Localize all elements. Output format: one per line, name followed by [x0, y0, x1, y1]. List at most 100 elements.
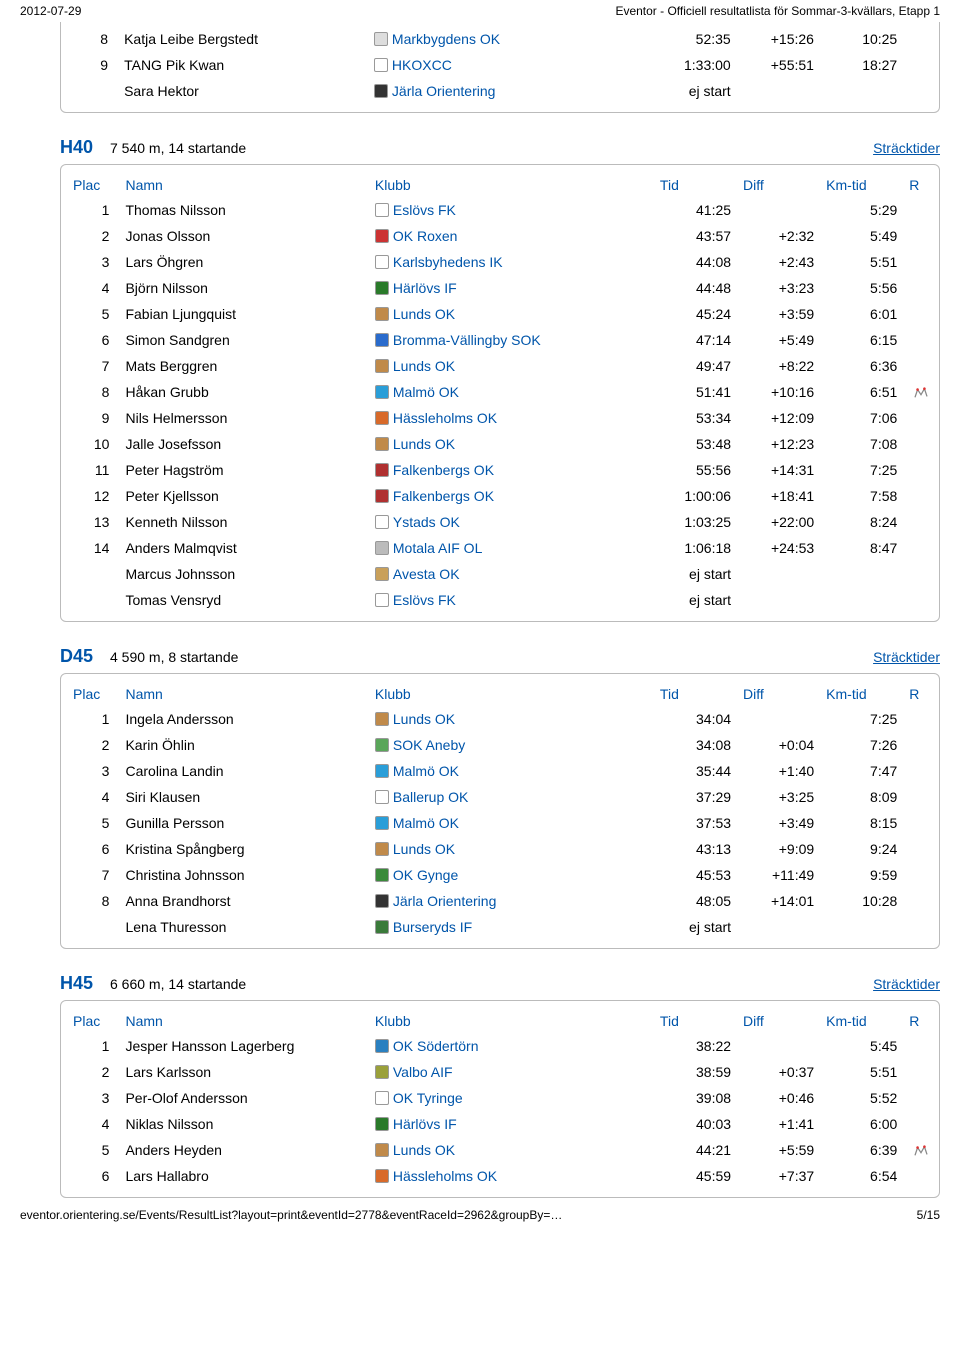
cell-plac: 2 [61, 223, 119, 249]
club-link[interactable]: Burseryds IF [393, 919, 472, 935]
club-link[interactable]: Malmö OK [393, 763, 459, 779]
cell-km: 5:56 [820, 275, 903, 301]
club-link[interactable]: OK Gynge [393, 867, 458, 883]
club-link[interactable]: Markbygdens OK [392, 31, 500, 47]
cell-diff: +0:37 [737, 1059, 820, 1085]
cell-club: SOK Aneby [369, 732, 654, 758]
cell-plac: 1 [61, 706, 119, 732]
cell-plac: 9 [61, 52, 118, 78]
club-link[interactable]: Järla Orientering [392, 83, 496, 99]
class-info: 7 540 m, 14 startande [110, 140, 873, 156]
club-link[interactable]: Härlövs IF [393, 280, 457, 296]
class-header: D454 590 m, 8 startandeSträcktider [20, 640, 940, 673]
club-link[interactable]: Härlövs IF [393, 1116, 457, 1132]
cell-r [903, 327, 939, 353]
map-link[interactable] [914, 1142, 928, 1158]
club-link[interactable]: Malmö OK [393, 815, 459, 831]
club-logo-icon [375, 255, 389, 269]
cell-km: 7:25 [820, 457, 903, 483]
split-times-link[interactable]: Sträcktider [873, 649, 940, 665]
club-link[interactable]: OK Roxen [393, 228, 458, 244]
club-link[interactable]: Lunds OK [393, 358, 455, 374]
cell-diff: +5:59 [737, 1137, 820, 1163]
club-link[interactable]: Eslövs FK [393, 202, 456, 218]
club-link[interactable]: Lunds OK [393, 436, 455, 452]
club-link[interactable]: Bromma-Vällingby SOK [393, 332, 541, 348]
cell-r [903, 1085, 939, 1111]
cell-name: Lars Karlsson [119, 1059, 368, 1085]
class-info: 4 590 m, 8 startande [110, 649, 873, 665]
cell-r [903, 353, 939, 379]
cell-r [903, 914, 939, 940]
cell-club: Lunds OK [369, 706, 654, 732]
cell-tid: 37:53 [654, 810, 737, 836]
cell-diff: +22:00 [737, 509, 820, 535]
cell-tid: 38:22 [654, 1033, 737, 1059]
club-link[interactable]: HKOXCC [392, 57, 452, 73]
club-link[interactable]: OK Tyringe [393, 1090, 463, 1106]
cell-diff: +24:53 [737, 535, 820, 561]
club-link[interactable]: Hässleholms OK [393, 1168, 497, 1184]
result-row: 5Fabian LjungquistLunds OK45:24+3:596:01 [61, 301, 939, 327]
cell-r [903, 561, 939, 587]
cell-club: Eslövs FK [369, 587, 654, 613]
result-row: 4Siri KlausenBallerup OK37:29+3:258:09 [61, 784, 939, 810]
results-box: PlacNamnKlubbTidDiffKm-tidR1Thomas Nilss… [60, 164, 940, 622]
result-row: 9TANG Pik KwanHKOXCC1:33:00+55:5118:27 [61, 52, 939, 78]
club-link[interactable]: Lunds OK [393, 841, 455, 857]
cell-r [903, 78, 939, 104]
cell-km: 5:52 [820, 1085, 903, 1111]
cell-km [820, 914, 903, 940]
club-link[interactable]: Valbo AIF [393, 1064, 453, 1080]
club-link[interactable]: SOK Aneby [393, 737, 465, 753]
club-link[interactable]: Avesta OK [393, 566, 460, 582]
club-link[interactable]: OK Södertörn [393, 1038, 479, 1054]
club-logo-icon [375, 1169, 389, 1183]
header-row: PlacNamnKlubbTidDiffKm-tidR [61, 173, 939, 197]
cell-name: Karin Öhlin [119, 732, 368, 758]
cell-diff: +15:26 [737, 26, 820, 52]
club-link[interactable]: Motala AIF OL [393, 540, 482, 556]
result-row: 13Kenneth NilssonYstads OK1:03:25+22:008… [61, 509, 939, 535]
cell-tid: 1:06:18 [654, 535, 737, 561]
club-link[interactable]: Ballerup OK [393, 789, 468, 805]
cell-club: OK Södertörn [369, 1033, 654, 1059]
club-link[interactable]: Eslövs FK [393, 592, 456, 608]
club-link[interactable]: Lunds OK [393, 711, 455, 727]
map-route-icon [914, 387, 928, 399]
results-table: PlacNamnKlubbTidDiffKm-tidR1Jesper Hanss… [61, 1009, 939, 1189]
cell-r [903, 810, 939, 836]
club-link[interactable]: Falkenbergs OK [393, 488, 494, 504]
results-table: PlacNamnKlubbTidDiffKm-tidR1Thomas Nilss… [61, 173, 939, 613]
cell-club: Lunds OK [369, 301, 654, 327]
split-times-link[interactable]: Sträcktider [873, 140, 940, 156]
club-link[interactable]: Ystads OK [393, 514, 460, 530]
result-row: 7Christina JohnssonOK Gynge45:53+11:499:… [61, 862, 939, 888]
club-link[interactable]: Järla Orientering [393, 893, 497, 909]
cell-tid: 44:08 [654, 249, 737, 275]
cell-r [903, 836, 939, 862]
split-times-link[interactable]: Sträcktider [873, 976, 940, 992]
cell-r [903, 26, 939, 52]
class-block: D454 590 m, 8 startandeSträcktiderPlacNa… [20, 640, 940, 949]
map-route-icon [914, 1145, 928, 1157]
club-link[interactable]: Hässleholms OK [393, 410, 497, 426]
cell-tid: 1:00:06 [654, 483, 737, 509]
col-klubb: Klubb [369, 1009, 654, 1033]
cell-name: Gunilla Persson [119, 810, 368, 836]
map-link[interactable] [914, 384, 928, 400]
result-row: 1Ingela AnderssonLunds OK34:047:25 [61, 706, 939, 732]
cell-diff: +14:01 [737, 888, 820, 914]
cell-name: Anders Heyden [119, 1137, 368, 1163]
cell-km: 7:25 [820, 706, 903, 732]
cell-km: 7:58 [820, 483, 903, 509]
club-logo-icon [375, 842, 389, 856]
cell-r [903, 249, 939, 275]
club-link[interactable]: Lunds OK [393, 1142, 455, 1158]
club-link[interactable]: Falkenbergs OK [393, 462, 494, 478]
cell-diff: +5:49 [737, 327, 820, 353]
club-link[interactable]: Malmö OK [393, 384, 459, 400]
cell-diff [737, 78, 820, 104]
club-link[interactable]: Lunds OK [393, 306, 455, 322]
club-link[interactable]: Karlsbyhedens IK [393, 254, 503, 270]
